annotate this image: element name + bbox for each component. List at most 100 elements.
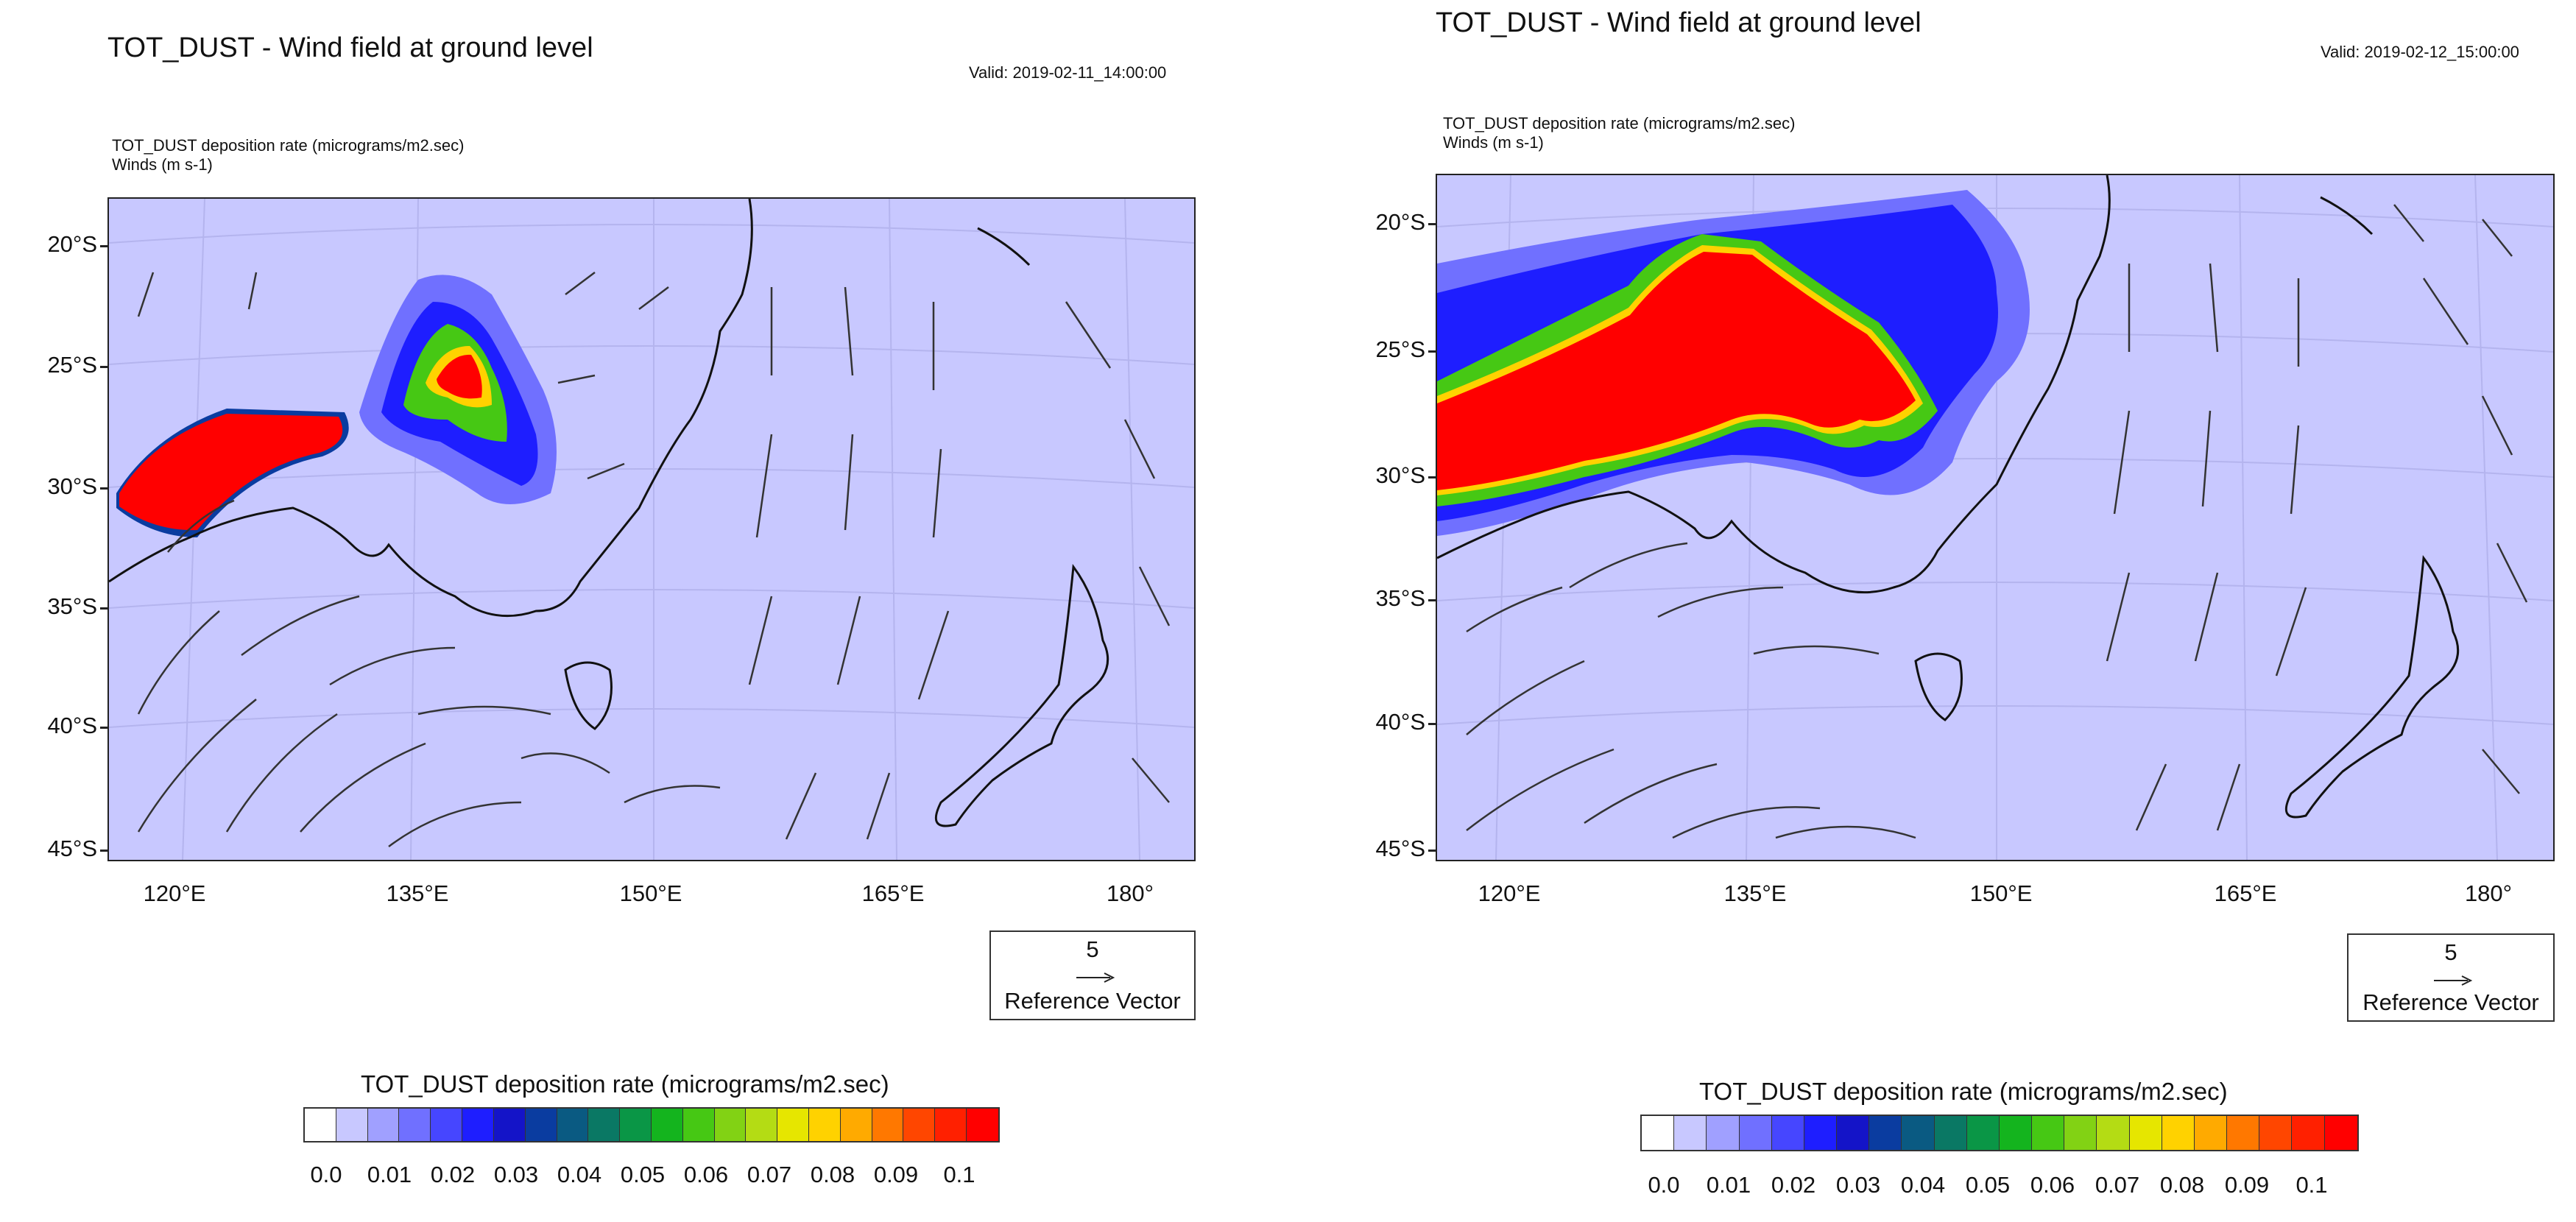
panel-title: TOT_DUST - Wind field at ground level bbox=[1436, 7, 1922, 38]
colorbar-swatch bbox=[1869, 1116, 1902, 1150]
dust-map bbox=[1436, 174, 2555, 861]
colorbar-swatch bbox=[967, 1109, 998, 1141]
lon-label: 150°E bbox=[619, 880, 682, 906]
colorbar-label: 0.07 bbox=[747, 1162, 792, 1187]
colorbar-swatch bbox=[746, 1109, 778, 1141]
colorbar-swatch bbox=[1739, 1116, 1772, 1150]
colorbar-swatch bbox=[651, 1109, 683, 1141]
lat-label: 40°S bbox=[47, 713, 97, 738]
lat-label: 35°S bbox=[1375, 585, 1425, 611]
lat-label: 25°S bbox=[1375, 336, 1425, 362]
colorbar-swatch bbox=[2162, 1116, 2195, 1150]
colorbar-label: 0.05 bbox=[1965, 1172, 2011, 1198]
colorbar-label: 0.08 bbox=[2159, 1172, 2205, 1198]
lon-label: 165°E bbox=[861, 880, 925, 906]
wind-vectors bbox=[1466, 204, 2528, 839]
colorbar-swatch bbox=[682, 1109, 715, 1141]
lon-label: 135°E bbox=[1723, 880, 1787, 906]
colorbar-swatch bbox=[336, 1109, 368, 1141]
map-panel-left: TOT_DUST - Wind field at ground level Va… bbox=[0, 0, 1266, 1222]
lon-label: 165°E bbox=[2214, 880, 2277, 906]
colorbar-label: 0.01 bbox=[367, 1162, 412, 1187]
colorbar-label: 0.08 bbox=[810, 1162, 855, 1187]
colorbar-label: 0.04 bbox=[1900, 1172, 1946, 1198]
subtitle-deposition: TOT_DUST deposition rate (micrograms/m2.… bbox=[112, 136, 465, 155]
colorbar-swatch bbox=[2194, 1116, 2228, 1150]
map-panel-right: TOT_DUST - Wind field at ground level Va… bbox=[1296, 0, 2576, 1222]
colorbar-label: 0.04 bbox=[557, 1162, 602, 1187]
wind-vectors bbox=[137, 272, 1171, 848]
colorbar-swatch bbox=[2032, 1116, 2065, 1150]
panel-title: TOT_DUST - Wind field at ground level bbox=[107, 32, 593, 63]
lat-label: 30°S bbox=[1375, 462, 1425, 488]
arrow-right-icon bbox=[1076, 972, 1115, 983]
colorbar-swatch bbox=[399, 1109, 431, 1141]
lon-label: 120°E bbox=[1478, 880, 1541, 906]
subtitle-winds: Winds (m s-1) bbox=[1443, 133, 1544, 152]
colorbar-swatch bbox=[2324, 1116, 2357, 1150]
lat-label: 40°S bbox=[1375, 709, 1425, 735]
subtitle-winds: Winds (m s-1) bbox=[112, 155, 213, 174]
colorbar-swatch bbox=[620, 1109, 652, 1141]
colorbar-swatch bbox=[2292, 1116, 2325, 1150]
lat-label: 45°S bbox=[1375, 836, 1425, 861]
reference-vector-caption: Reference Vector bbox=[2362, 989, 2539, 1015]
colorbar-swatch bbox=[809, 1109, 841, 1141]
colorbar-swatch bbox=[431, 1109, 463, 1141]
colorbar-label: 0.0 bbox=[1648, 1172, 1680, 1198]
colorbar-label: 0.02 bbox=[1771, 1172, 1816, 1198]
colorbar-label: 0.0 bbox=[310, 1162, 342, 1187]
colorbar-swatch bbox=[1771, 1116, 1804, 1150]
coastline-tasmania bbox=[1914, 652, 1963, 721]
colorbar-label: 0.09 bbox=[873, 1162, 919, 1187]
colorbar-swatch bbox=[1674, 1116, 1707, 1150]
lat-label: 30°S bbox=[47, 473, 97, 499]
colorbar-swatch bbox=[305, 1109, 336, 1141]
reference-vector-box: 5 Reference Vector bbox=[2347, 933, 2555, 1022]
colorbar-swatch bbox=[462, 1109, 494, 1141]
colorbar-swatch bbox=[1642, 1116, 1675, 1150]
colorbar-label: 0.1 bbox=[2296, 1172, 2328, 1198]
colorbar-label: 0.06 bbox=[683, 1162, 729, 1187]
colorbar-label: 0.07 bbox=[2095, 1172, 2140, 1198]
colorbar-swatch bbox=[935, 1109, 967, 1141]
colorbar-swatch bbox=[872, 1109, 904, 1141]
colorbar-swatch bbox=[2227, 1116, 2260, 1150]
colorbar-swatch bbox=[1966, 1116, 2000, 1150]
lon-label: 150°E bbox=[1969, 880, 2033, 906]
colorbar-title: TOT_DUST deposition rate (micrograms/m2.… bbox=[361, 1070, 889, 1098]
coastline-australia bbox=[1437, 175, 2111, 594]
colorbar-label: 0.05 bbox=[620, 1162, 666, 1187]
valid-time: Valid: 2019-02-11_14:00:00 bbox=[969, 63, 1167, 82]
reference-vector-value: 5 bbox=[2444, 939, 2457, 965]
arrow-right-icon bbox=[2434, 975, 2473, 986]
colorbar-label: 0.06 bbox=[2030, 1172, 2075, 1198]
dust-map bbox=[107, 197, 1196, 861]
colorbar-label: 0.01 bbox=[1706, 1172, 1751, 1198]
colorbar-swatch bbox=[525, 1109, 557, 1141]
colorbar-swatch bbox=[777, 1109, 809, 1141]
colorbar-swatch bbox=[2064, 1116, 2097, 1150]
lat-label: 35°S bbox=[47, 593, 97, 619]
colorbar-swatch bbox=[714, 1109, 747, 1141]
lon-label: 180° bbox=[1106, 880, 1154, 906]
colorbar-swatch bbox=[2129, 1116, 2162, 1150]
colorbar-swatch bbox=[1837, 1116, 1870, 1150]
lon-label: 180° bbox=[2464, 880, 2513, 906]
coastline-new-zealand bbox=[2284, 555, 2460, 819]
colorbar-swatch bbox=[2097, 1116, 2130, 1150]
dust-plume-central bbox=[359, 275, 557, 504]
colorbar-label: 0.1 bbox=[943, 1162, 975, 1187]
coastline-tasmania bbox=[564, 661, 613, 730]
coastline-new-zealand bbox=[934, 564, 1109, 827]
lat-label: 20°S bbox=[47, 231, 97, 257]
colorbar-swatch bbox=[588, 1109, 621, 1141]
lon-label: 120°E bbox=[143, 880, 206, 906]
colorbar bbox=[303, 1107, 1000, 1142]
reference-vector-value: 5 bbox=[1086, 936, 1099, 962]
colorbar-label: 0.03 bbox=[1835, 1172, 1881, 1198]
colorbar-label: 0.03 bbox=[493, 1162, 539, 1187]
subtitle-deposition: TOT_DUST deposition rate (micrograms/m2.… bbox=[1443, 114, 1796, 133]
lon-label: 135°E bbox=[386, 880, 449, 906]
colorbar-swatch bbox=[1804, 1116, 1838, 1150]
